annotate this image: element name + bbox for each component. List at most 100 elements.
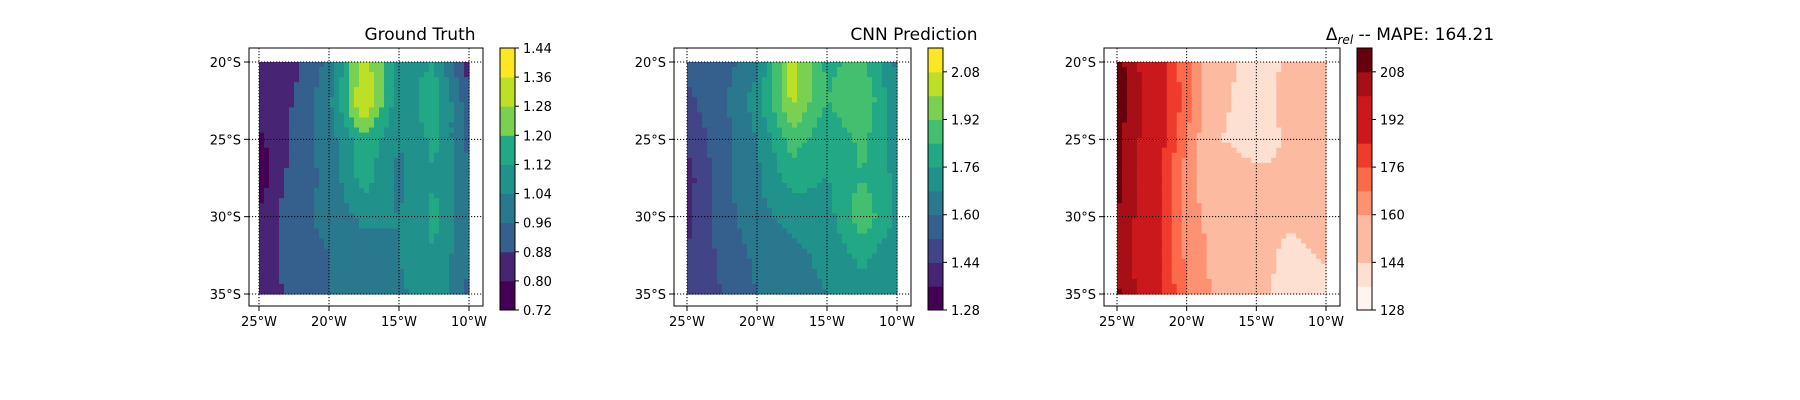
contour-cell bbox=[444, 218, 450, 224]
contour-cell bbox=[364, 238, 370, 245]
contour-cell bbox=[737, 208, 743, 214]
contour-cell bbox=[887, 208, 893, 214]
contour-cell bbox=[269, 228, 275, 235]
contour-cell bbox=[757, 82, 763, 88]
contour-cell bbox=[1161, 172, 1168, 179]
contour-cell bbox=[304, 253, 310, 260]
contour-cell bbox=[787, 102, 793, 108]
contour-cell bbox=[424, 147, 430, 154]
contour-cell bbox=[449, 258, 455, 265]
contour-cell bbox=[882, 203, 888, 209]
contour-cell bbox=[892, 258, 898, 265]
contour-cell bbox=[339, 253, 345, 260]
contour-cell bbox=[274, 107, 280, 114]
contour-cell bbox=[872, 248, 878, 255]
contour-cell bbox=[309, 213, 315, 219]
colorbar-segment bbox=[928, 262, 943, 287]
contour-cell bbox=[439, 283, 445, 290]
contour-cell bbox=[369, 147, 375, 154]
contour-cell bbox=[1316, 92, 1322, 98]
contour-cell bbox=[459, 92, 465, 98]
contour-cell bbox=[1301, 132, 1307, 139]
contour-cell bbox=[882, 223, 888, 230]
contour-cell bbox=[1271, 67, 1277, 73]
contour-cell bbox=[1181, 127, 1188, 134]
contour-cell bbox=[1281, 67, 1287, 73]
contour-cell bbox=[284, 117, 290, 124]
contour-cell bbox=[399, 142, 405, 149]
contour-cell bbox=[837, 102, 843, 108]
contour-cell bbox=[409, 167, 415, 174]
contour-cell bbox=[687, 283, 693, 290]
contour-cell bbox=[334, 102, 340, 108]
contour-cell bbox=[429, 132, 435, 139]
contour-cell bbox=[394, 213, 400, 219]
contour-cell bbox=[369, 288, 375, 295]
contour-cell bbox=[369, 162, 375, 169]
contour-cell bbox=[259, 62, 265, 68]
contour-cell bbox=[872, 278, 878, 285]
contour-cell bbox=[792, 97, 798, 103]
contour-cell bbox=[842, 162, 848, 169]
contour-cell bbox=[1286, 82, 1292, 88]
contour-cell bbox=[1256, 67, 1262, 73]
contour-cell bbox=[369, 102, 375, 108]
colorbar-segment bbox=[928, 214, 943, 240]
contour-cell bbox=[449, 152, 455, 159]
contour-cell bbox=[1136, 72, 1143, 78]
contour-cell bbox=[1201, 77, 1208, 83]
contour-cell bbox=[394, 82, 400, 88]
contour-cell bbox=[787, 87, 793, 93]
contour-cell bbox=[1201, 167, 1208, 174]
contour-cell bbox=[459, 157, 465, 164]
contour-cell bbox=[419, 268, 425, 275]
contour-cell bbox=[454, 127, 460, 134]
contour-cell bbox=[274, 127, 280, 134]
contour-cell bbox=[314, 157, 320, 164]
contour-cell bbox=[414, 208, 420, 214]
contour-cell bbox=[1161, 87, 1168, 93]
contour-cell bbox=[772, 218, 778, 224]
contour-cell bbox=[1211, 97, 1218, 103]
contour-cell bbox=[264, 203, 270, 209]
contour-cell bbox=[1296, 102, 1302, 108]
contour-cell bbox=[782, 127, 788, 134]
contour-cell bbox=[737, 253, 743, 260]
contour-cell bbox=[827, 92, 833, 98]
contour-cell bbox=[797, 178, 803, 184]
contour-cell bbox=[717, 283, 723, 290]
contour-cell bbox=[444, 87, 450, 93]
contour-cell bbox=[1236, 162, 1243, 169]
contour-cell bbox=[1316, 117, 1322, 124]
contour-cell bbox=[1141, 72, 1148, 78]
contour-cell bbox=[857, 107, 863, 114]
contour-cell bbox=[429, 183, 435, 189]
contour-cell bbox=[742, 102, 748, 108]
contour-cell bbox=[867, 122, 873, 129]
contour-cell bbox=[264, 112, 270, 119]
contour-cell bbox=[827, 162, 833, 169]
contour-cell bbox=[1296, 172, 1302, 179]
contour-cell bbox=[837, 278, 843, 285]
contour-cell bbox=[434, 178, 440, 184]
contour-cell bbox=[464, 152, 470, 159]
contour-cell bbox=[1321, 132, 1327, 139]
contour-cell bbox=[1216, 97, 1223, 103]
contour-cell bbox=[1256, 82, 1262, 88]
contour-cell bbox=[722, 97, 728, 103]
contour-cell bbox=[1131, 87, 1138, 93]
contour-cell bbox=[867, 223, 873, 230]
contour-cell bbox=[887, 102, 893, 108]
contour-cell bbox=[747, 278, 753, 285]
contour-cell bbox=[1306, 162, 1312, 169]
contour-cell bbox=[772, 102, 778, 108]
contour-cell bbox=[692, 172, 698, 179]
contour-cell bbox=[354, 77, 360, 83]
contour-cell bbox=[444, 117, 450, 124]
contour-cell bbox=[867, 162, 873, 169]
contour-cell bbox=[339, 67, 345, 73]
contour-cell bbox=[1256, 107, 1262, 114]
contour-cell bbox=[1236, 137, 1243, 144]
contour-cell bbox=[1196, 152, 1203, 159]
contour-cell bbox=[464, 127, 470, 134]
